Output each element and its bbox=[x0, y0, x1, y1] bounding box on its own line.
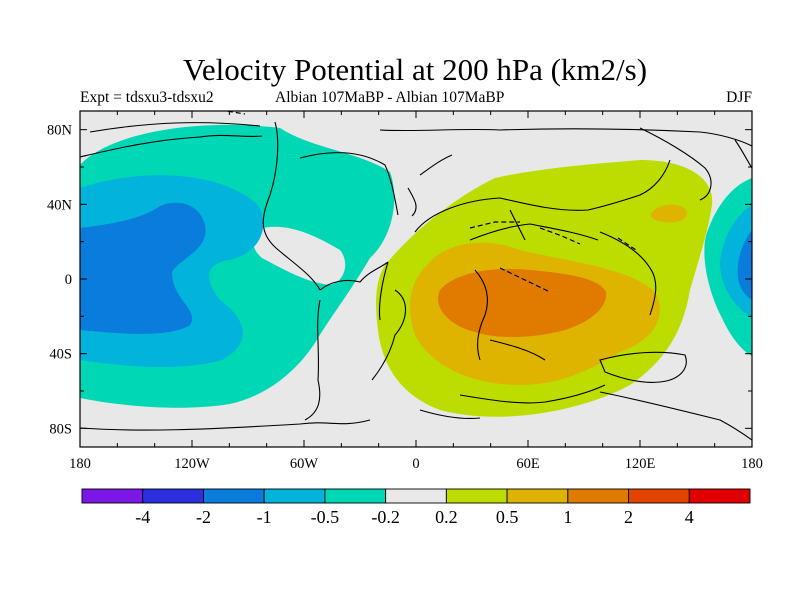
y-tick-label-2: 0 bbox=[65, 272, 72, 288]
season-label: DJF bbox=[726, 89, 752, 106]
colorbar-label-4: -0.2 bbox=[371, 507, 400, 527]
contour-neg-1 bbox=[80, 202, 206, 334]
coastline-fragments bbox=[222, 111, 637, 293]
coastlines bbox=[80, 121, 752, 441]
x-tick-label-3: 0 bbox=[412, 456, 419, 472]
colorbar-swatch-5 bbox=[385, 488, 447, 504]
colorbar-label-9: 4 bbox=[685, 507, 694, 527]
y-tick-label-3: 40S bbox=[49, 347, 72, 363]
colorbar-swatch-10 bbox=[688, 488, 751, 504]
colorbar-label-7: 1 bbox=[563, 507, 572, 527]
colorbar-label-0: -4 bbox=[135, 507, 150, 527]
colorbar-swatch-2 bbox=[203, 488, 265, 504]
colorbar-swatch-7 bbox=[506, 488, 569, 504]
colorbar-label-3: -0.5 bbox=[311, 507, 340, 527]
x-tick-label-2: 60W bbox=[290, 456, 319, 472]
colorbar-swatch-8 bbox=[567, 488, 629, 504]
colorbar: -4 -2 -1 -0.5 -0.2 0.2 0.5 1 2 4 bbox=[81, 488, 751, 527]
axis-ticks: 180 120W 60W 0 60E 120E 180 80N 40N 0 40S 80S bbox=[47, 111, 763, 472]
colorbar-swatch-3 bbox=[263, 488, 326, 504]
y-tick-label-0: 80N bbox=[47, 123, 73, 139]
colorbar-swatch-6 bbox=[445, 488, 508, 504]
x-tick-label-5: 120E bbox=[625, 456, 656, 472]
x-tick-label-6: 180 bbox=[741, 456, 763, 472]
x-tick-label-0: 180 bbox=[69, 456, 91, 472]
colorbar-label-5: 0.2 bbox=[435, 507, 458, 527]
x-tick-label-4: 60E bbox=[516, 456, 540, 472]
colorbar-label-6: 0.5 bbox=[496, 507, 519, 527]
y-tick-label-4: 80S bbox=[49, 421, 72, 437]
colorbar-label-2: -1 bbox=[257, 507, 272, 527]
colorbar-swatch-1 bbox=[142, 488, 204, 504]
contour-field bbox=[80, 111, 752, 447]
colorbar-label-1: -2 bbox=[196, 507, 211, 527]
contour-pos-1 bbox=[438, 268, 607, 338]
colorbar-label-8: 2 bbox=[624, 507, 633, 527]
contour-neg-1-east bbox=[737, 230, 752, 300]
colorbar-swatch-9 bbox=[628, 488, 690, 504]
y-tick-label-1: 40N bbox=[47, 197, 73, 213]
contour-neg-0.2-gap bbox=[253, 226, 346, 285]
colorbar-swatch-0 bbox=[81, 488, 144, 504]
contour-pos-0.5-spot bbox=[650, 204, 687, 223]
x-tick-label-1: 120W bbox=[174, 456, 210, 472]
colorbar-swatch-4 bbox=[324, 488, 387, 504]
chart-title: Velocity Potential at 200 hPa (km2/s) bbox=[182, 52, 648, 87]
period-label: Albian 107MaBP - Albian 107MaBP bbox=[275, 89, 505, 106]
experiment-label: Expt = tdsxu3-tdsxu2 bbox=[80, 89, 214, 106]
